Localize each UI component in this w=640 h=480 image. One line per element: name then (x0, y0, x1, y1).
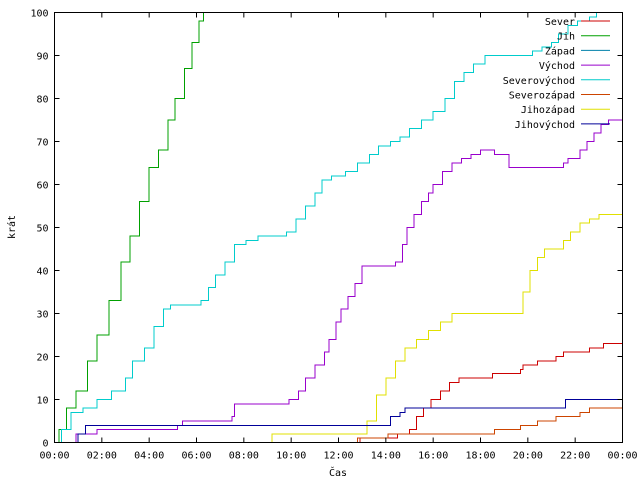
legend-label: Jihovýchod (515, 119, 575, 131)
x-tick-label: 06:00 (181, 451, 211, 462)
y-tick-label: 50 (36, 224, 48, 235)
x-tick-label: 12:00 (323, 451, 353, 462)
y-tick-label: 60 (36, 181, 48, 192)
series-line-4 (54, 111, 623, 443)
series-line-6 (54, 407, 623, 443)
x-axis-label: Čas (329, 466, 347, 479)
legend-label: Jihozápad (521, 104, 575, 116)
legend-label: Sever (545, 17, 575, 28)
y-tick-label: 90 (36, 52, 48, 63)
x-axis: 00:00 02:00 04:00 06:00 08:00 10:00 12:00 14:00… (39, 12, 638, 462)
y-tick-label: 70 (36, 138, 48, 149)
y-tick-label: 20 (36, 353, 48, 364)
x-tick-label: 10:00 (276, 451, 306, 462)
series-line-8 (54, 399, 623, 443)
x-tick-label: 00:00 (607, 451, 637, 462)
series-line-1 (54, 343, 623, 443)
series-layer (54, 12, 623, 443)
series-line-5 (54, 12, 597, 443)
x-tick-label: 08:00 (229, 451, 259, 462)
legend-label: Západ (545, 45, 575, 57)
legend: Sever Jih Západ Východ Severovýchod Severozáp… (503, 17, 610, 131)
y-tick-label: 10 (36, 396, 48, 407)
legend-label: Severozápad (509, 90, 575, 102)
x-tick-label: 00:00 (39, 451, 69, 462)
x-tick-label: 20:00 (513, 451, 543, 462)
x-tick-label: 14:00 (371, 451, 401, 462)
x-tick-label: 18:00 (465, 451, 495, 462)
legend-label: Jih (557, 32, 575, 43)
y-axis-label: krát (6, 215, 18, 239)
x-tick-label: 22:00 (560, 451, 590, 462)
x-tick-label: 16:00 (418, 451, 448, 462)
x-tick-label: 04:00 (134, 451, 164, 462)
x-tick-label: 02:00 (87, 451, 117, 462)
y-tick-label: 30 (36, 310, 48, 321)
y-tick-label: 0 (42, 439, 48, 450)
series-line-2 (54, 12, 205, 443)
y-axis: 0 10 20 30 40 50 60 70 80 90 100 (30, 9, 623, 450)
y-tick-label: 40 (36, 267, 48, 278)
y-tick-label: 100 (30, 9, 48, 20)
legend-label: Severovýchod (503, 75, 575, 87)
y-tick-label: 80 (36, 95, 48, 106)
legend-label: Východ (539, 60, 575, 72)
series-line-7 (54, 214, 623, 443)
